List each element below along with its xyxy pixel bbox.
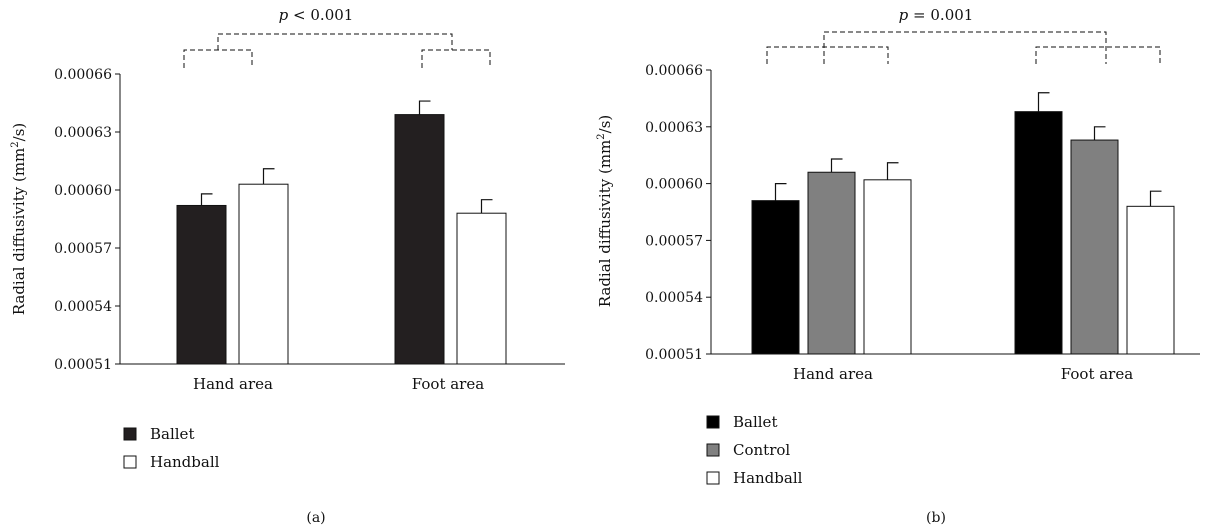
y-axis-label-a: Radial diffusivity (mm2/s) <box>10 123 28 316</box>
legend-b: Ballet Control Handball <box>706 413 803 487</box>
panel-label-a: (a) <box>306 510 325 526</box>
bar-ballet-hand-area-a <box>176 204 227 365</box>
panel-b: p = 0.001 0.000510.000540.000570.000600.… <box>596 6 1200 526</box>
y-axis-a: 0.00051 0.00054 0.00057 0.00060 0.00063 0.000… <box>54 67 120 373</box>
legend-swatch-handball-a <box>123 455 137 469</box>
legend-swatch-handball-b <box>706 471 720 485</box>
error-bar-handball-foot-area-a <box>480 199 493 214</box>
category-label-foot-area-b: Foot area <box>1061 365 1133 383</box>
legend-label-control-b: Control <box>733 441 790 459</box>
category-label-hand-area-b: Hand area <box>793 365 873 383</box>
legend-label-ballet-b: Ballet <box>733 413 777 431</box>
y-tick-label-b: 0.00063 <box>645 120 703 136</box>
y-tick-label-a: 0.00054 <box>54 299 112 315</box>
bar-ballet-foot-area-b <box>1014 111 1063 355</box>
p-value-annotation-a: p < 0.001 <box>279 6 354 24</box>
y-axis-label-b: Radial diffusivity (mm2/s) <box>596 115 614 308</box>
legend-label-handball-b: Handball <box>733 469 803 487</box>
y-tick-label-b: 0.00060 <box>645 177 703 193</box>
y-tick-label-a: 0.00063 <box>54 125 112 141</box>
error-bar-handball-foot-area-b <box>1149 190 1162 207</box>
bars-b <box>751 92 1175 355</box>
legend-a: Ballet Handball <box>123 425 220 471</box>
y-tick-label-a: 0.00051 <box>54 357 112 373</box>
error-bar-handball-hand-area-a <box>262 168 275 185</box>
y-tick-label-b: 0.00054 <box>645 290 703 306</box>
error-bar-handball-hand-area-b <box>886 162 899 180</box>
legend-swatch-ballet-a <box>123 427 137 441</box>
y-axis-b: 0.00051 0.00054 0.00057 0.00060 0.00063 0.000… <box>645 63 711 363</box>
bar-control-foot-area-b <box>1070 139 1119 355</box>
bar-handball-hand-area-a <box>238 183 289 365</box>
bars-a <box>176 100 507 365</box>
bar-handball-hand-area-b <box>863 179 912 355</box>
bar-handball-foot-area-b <box>1126 205 1175 355</box>
significance-brackets-b <box>766 31 1161 64</box>
error-bar-control-foot-area-b <box>1093 126 1106 141</box>
legend-swatch-ballet-b <box>706 415 720 429</box>
panel-label-b: (b) <box>926 510 946 526</box>
error-bar-control-hand-area-b <box>830 158 843 173</box>
error-bar-ballet-hand-area-a <box>200 193 213 206</box>
y-tick-label-b: 0.00066 <box>645 63 703 79</box>
y-tick-label-a: 0.00057 <box>54 241 112 257</box>
y-tick-label-a: 0.00066 <box>54 67 112 83</box>
error-bar-ballet-foot-area-a <box>418 100 431 115</box>
y-tick-label-a: 0.00060 <box>54 183 112 199</box>
bar-ballet-foot-area-a <box>394 114 445 365</box>
bar-control-hand-area-b <box>807 171 856 355</box>
panel-a: p < 0.001 0.000510.000540.000570.000600.… <box>10 6 565 526</box>
significance-brackets-a <box>183 33 491 68</box>
bar-ballet-hand-area-b <box>751 200 800 355</box>
y-tick-label-b: 0.00057 <box>645 233 703 249</box>
legend-swatch-control-b <box>706 443 720 457</box>
y-tick-label-b: 0.00051 <box>645 347 703 363</box>
p-value-annotation-b: p = 0.001 <box>899 6 974 24</box>
category-label-hand-area-a: Hand area <box>193 375 273 393</box>
bar-handball-foot-area-a <box>456 212 507 365</box>
legend-label-handball-a: Handball <box>150 453 220 471</box>
error-bar-ballet-foot-area-b <box>1037 92 1050 112</box>
error-bar-ballet-hand-area-b <box>774 183 787 201</box>
category-label-foot-area-a: Foot area <box>412 375 484 393</box>
legend-label-ballet-a: Ballet <box>150 425 194 443</box>
